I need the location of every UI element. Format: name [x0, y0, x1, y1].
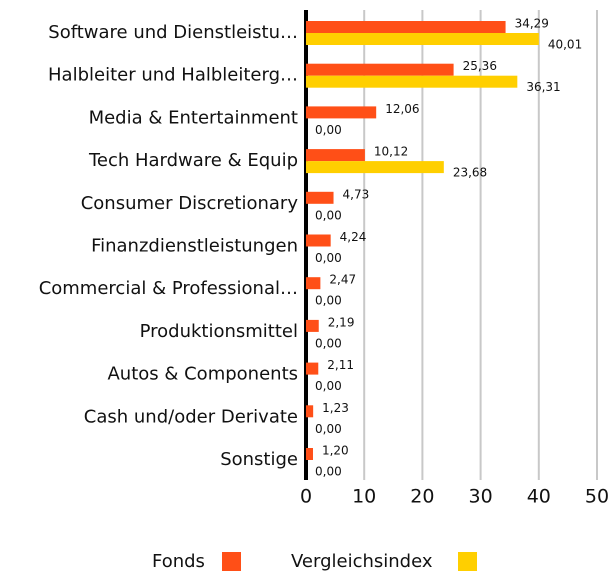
bar — [306, 448, 313, 460]
category-label: Tech Hardware & Equip — [88, 150, 298, 171]
value-label: 23,68 — [453, 166, 487, 180]
value-label: 10,12 — [374, 145, 408, 159]
bar — [306, 234, 331, 247]
value-label: 4,73 — [343, 187, 370, 201]
bar — [306, 405, 314, 418]
bar — [306, 319, 319, 332]
value-label: 34,29 — [515, 17, 549, 31]
value-label: 36,31 — [526, 80, 560, 94]
category-label: Commercial & Professional… — [39, 278, 298, 299]
category-label: Produktionsmittel — [140, 321, 298, 342]
bar — [306, 161, 444, 174]
value-label: 2,47 — [329, 273, 356, 287]
legend-swatch — [458, 552, 477, 571]
x-tick-label: 50 — [585, 486, 609, 508]
bar — [306, 63, 454, 76]
bar — [306, 149, 365, 162]
x-tick-label: 30 — [469, 486, 493, 508]
legend-label: Fonds — [152, 551, 205, 572]
category-label: Sonstige — [220, 449, 298, 470]
category-label: Consumer Discretionary — [81, 193, 299, 214]
value-label: 0,00 — [315, 465, 342, 479]
category-label: Software und Dienstleistu… — [48, 22, 298, 43]
bar — [306, 277, 321, 290]
value-label: 0,00 — [315, 294, 342, 308]
bar — [306, 362, 319, 375]
value-label: 0,00 — [315, 379, 342, 393]
value-label: 2,19 — [328, 315, 355, 329]
category-label: Halbleiter und Halbleiterg… — [48, 65, 298, 86]
category-label: Finanzdienstleistungen — [91, 236, 298, 257]
bar — [306, 106, 377, 119]
value-label: 0,00 — [315, 123, 342, 137]
value-label: 2,11 — [327, 358, 354, 372]
value-label: 0,00 — [315, 251, 342, 265]
value-label: 4,24 — [340, 230, 367, 244]
bar — [306, 33, 539, 45]
value-label: 1,20 — [322, 444, 349, 458]
category-label: Cash und/oder Derivate — [84, 406, 298, 427]
value-label: 40,01 — [548, 38, 582, 52]
category-label: Media & Entertainment — [89, 107, 298, 128]
legend-label: Vergleichsindex — [291, 551, 433, 572]
bar — [306, 191, 334, 204]
bar — [306, 21, 506, 33]
x-tick-label: 10 — [352, 486, 376, 508]
legend-swatch — [222, 552, 241, 571]
x-tick-label: 20 — [410, 486, 434, 508]
value-label: 25,36 — [463, 59, 497, 73]
x-tick-label: 40 — [527, 486, 551, 508]
x-tick-label: 0 — [300, 486, 312, 508]
category-label: Autos & Components — [107, 364, 298, 385]
value-label: 12,06 — [385, 102, 419, 116]
value-label: 0,00 — [315, 422, 342, 436]
value-label: 1,23 — [322, 401, 349, 415]
value-label: 0,00 — [315, 336, 342, 350]
value-label: 0,00 — [315, 208, 342, 222]
bar — [306, 75, 518, 88]
